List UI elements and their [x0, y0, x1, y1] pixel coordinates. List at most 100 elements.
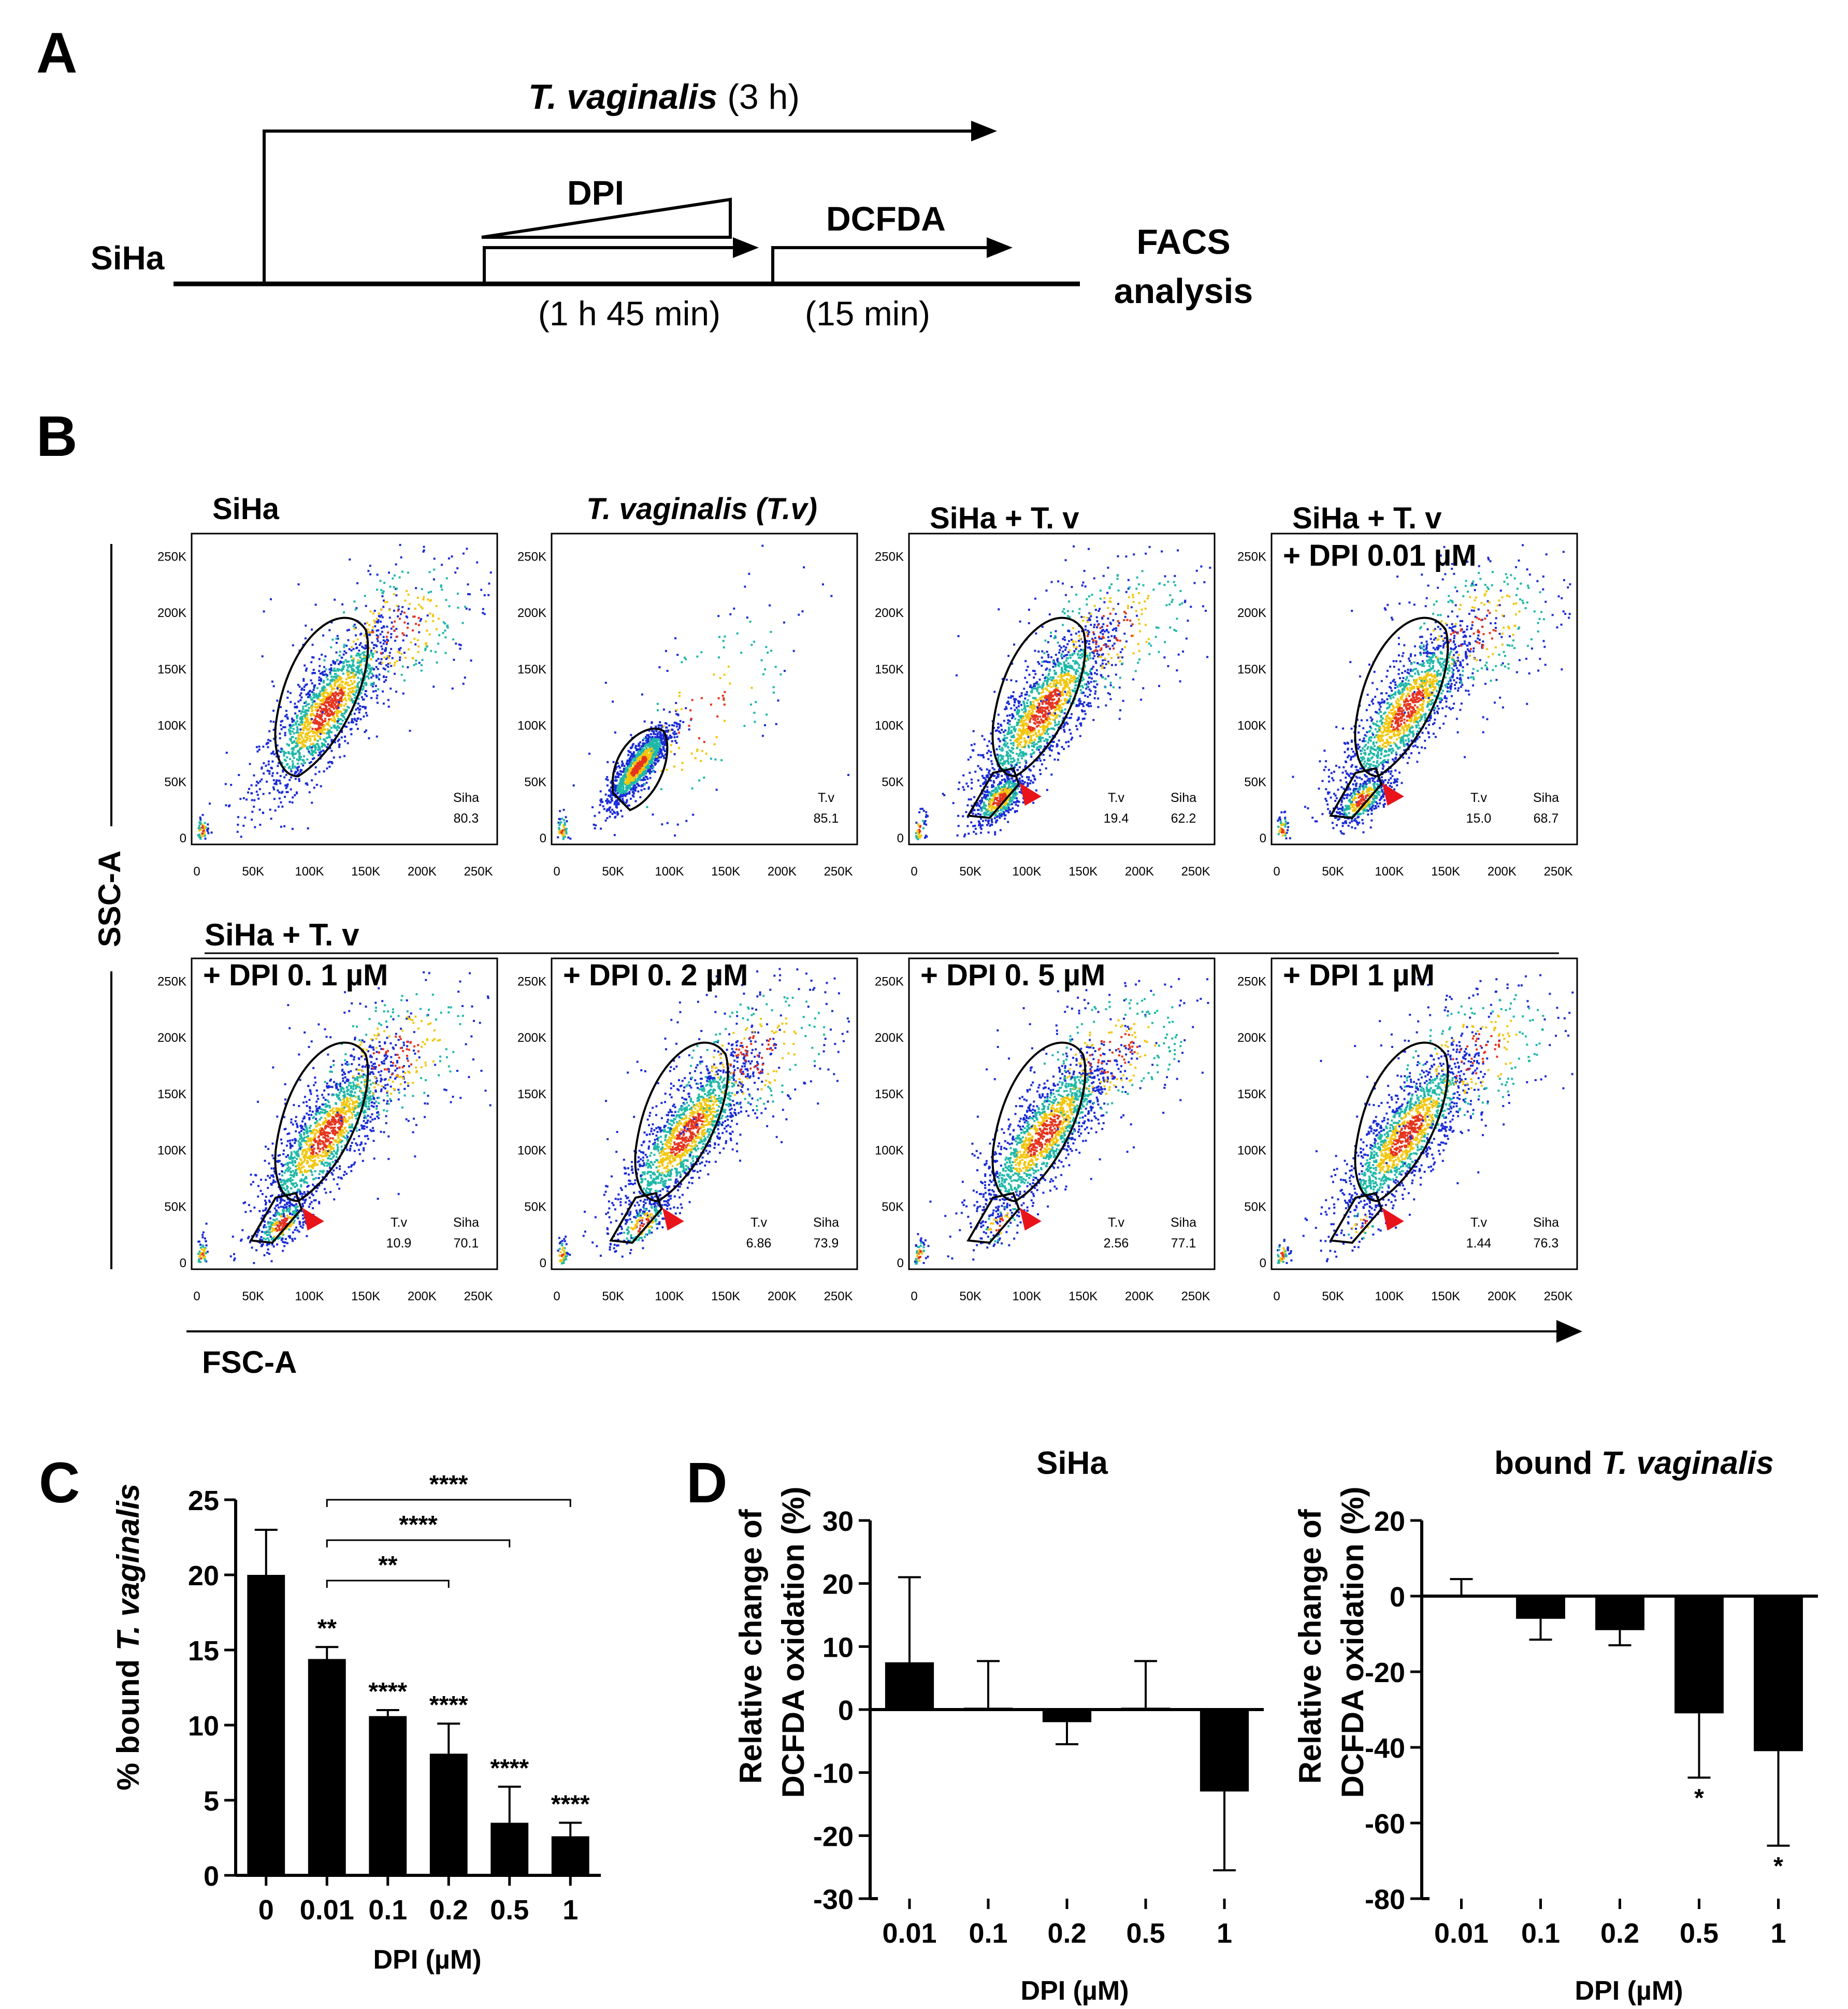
event-dot [339, 661, 342, 663]
event-dot [207, 827, 210, 830]
gate-name: Siha [453, 791, 479, 805]
event-dot [254, 826, 256, 828]
event-dot [657, 736, 660, 739]
event-dot [329, 671, 331, 674]
event-dot [273, 788, 276, 791]
event-dot [1018, 702, 1020, 705]
event-dot [291, 828, 294, 830]
event-dot [1073, 681, 1076, 683]
event-dot [413, 615, 416, 618]
event-dot [280, 825, 282, 828]
event-dot [627, 750, 630, 752]
event-dot [282, 726, 285, 728]
event-dot [643, 758, 645, 761]
event-dot [1171, 601, 1173, 604]
event-dot [963, 788, 965, 791]
event-dot [1049, 682, 1052, 685]
event-dot [1101, 626, 1103, 628]
event-dot [420, 664, 423, 666]
event-dot [337, 722, 339, 724]
event-dot [319, 695, 321, 697]
event-dot [1042, 707, 1045, 709]
event-dot [626, 799, 628, 801]
event-dot [628, 785, 630, 788]
event-dot [296, 742, 299, 744]
event-dot [641, 759, 644, 762]
event-dot [973, 809, 976, 811]
event-dot [294, 706, 296, 708]
event-dot [292, 749, 295, 751]
event-dot [283, 766, 286, 768]
event-dot [614, 815, 617, 818]
event-dot [376, 645, 378, 648]
event-dot [285, 710, 287, 712]
event-dot [1034, 687, 1037, 690]
event-dot [1046, 706, 1049, 708]
event-dot [326, 709, 329, 712]
event-dot [353, 627, 356, 630]
event-dot [609, 795, 612, 798]
event-dot [1084, 585, 1087, 588]
event-dot [1040, 697, 1043, 700]
event-dot [987, 774, 989, 777]
event-dot [324, 655, 327, 657]
event-dot [1001, 747, 1003, 749]
event-dot [1079, 650, 1081, 653]
event-dot [1038, 704, 1041, 707]
event-dot [323, 732, 326, 735]
event-dot [236, 830, 239, 833]
event-dot [284, 752, 287, 754]
event-dot [325, 740, 327, 743]
event-dot [1027, 727, 1030, 729]
event-dot [1021, 722, 1024, 725]
event-dot [1031, 686, 1033, 689]
event-dot [304, 721, 306, 724]
event-dot [329, 692, 332, 695]
event-dot [635, 786, 638, 789]
event-dot [783, 670, 786, 672]
event-dot [1164, 575, 1166, 578]
event-dot [311, 691, 313, 693]
event-dot [1045, 688, 1048, 691]
event-dot [337, 703, 340, 706]
event-dot [317, 709, 320, 711]
x-tick-label: 100K [1012, 865, 1041, 879]
event-dot [1102, 637, 1105, 639]
event-dot [338, 701, 340, 704]
event-dot [428, 633, 431, 636]
event-dot [267, 760, 270, 763]
event-dot [378, 678, 380, 681]
event-dot [660, 788, 662, 791]
event-dot [622, 763, 624, 765]
event-dot [348, 648, 351, 651]
event-dot [398, 651, 400, 654]
event-dot [1078, 702, 1081, 705]
event-dot [1052, 662, 1055, 665]
event-dot [611, 799, 613, 802]
event-dot [1106, 592, 1109, 594]
event-dot [628, 804, 630, 807]
event-dot [1056, 701, 1059, 704]
event-dot [952, 802, 955, 805]
event-dot [989, 773, 992, 776]
event-dot [733, 607, 735, 610]
event-dot [302, 708, 305, 710]
event-dot [661, 725, 664, 728]
event-dot [626, 773, 629, 776]
event-dot [331, 698, 334, 700]
event-dot [327, 697, 330, 699]
event-dot [1010, 679, 1013, 682]
event-dot [345, 644, 348, 647]
event-dot [1041, 687, 1043, 690]
event-dot [366, 714, 368, 717]
event-dot [1030, 706, 1032, 709]
event-dot [286, 718, 289, 720]
event-dot [313, 757, 315, 759]
tv-duration: (3 h) [717, 77, 800, 117]
event-dot [727, 665, 730, 668]
event-dot [277, 750, 280, 752]
event-dot [275, 783, 278, 785]
event-dot [420, 606, 422, 608]
event-dot [259, 780, 262, 783]
event-dot [970, 744, 973, 747]
